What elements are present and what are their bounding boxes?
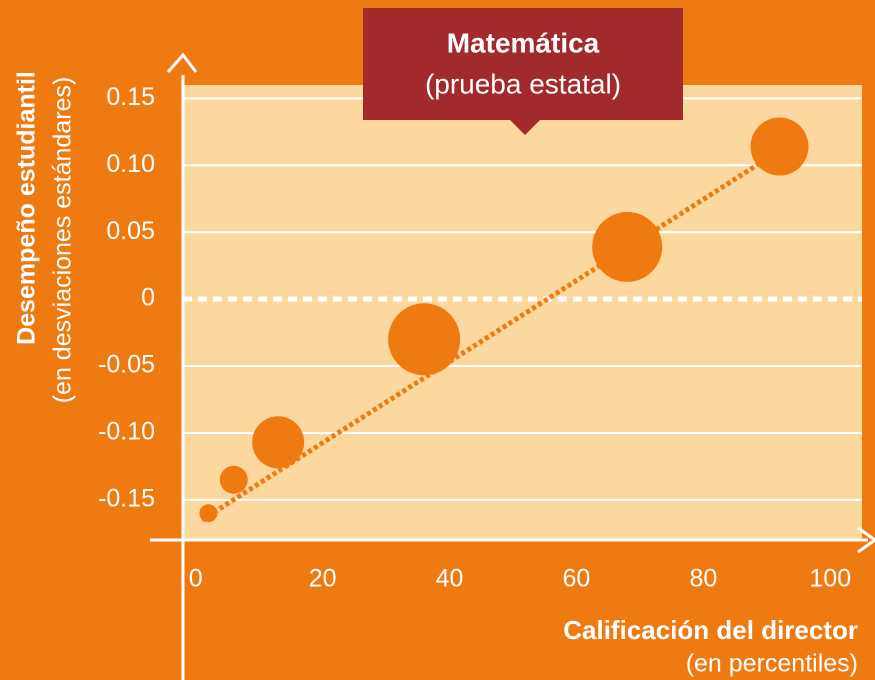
x-tick-label: 80 (689, 565, 717, 593)
x-axis-subtitle: (en percentiles) (686, 650, 858, 678)
y-tick-label: -0.05 (98, 351, 155, 379)
x-tick-label: 0 (189, 565, 203, 593)
trend-line (200, 140, 794, 523)
bubble (750, 117, 809, 176)
y-tick-label: -0.10 (98, 418, 155, 446)
x-tick-label: 100 (809, 565, 851, 593)
bubble (219, 465, 248, 494)
title-box (363, 8, 683, 135)
y-tick-label: 0.15 (106, 83, 155, 111)
y-tick-label: 0 (141, 284, 155, 312)
y-axis-title: Desempeño estudiantil (13, 71, 41, 345)
bubble (592, 211, 663, 282)
x-axis-title: Calificación del director (563, 615, 858, 645)
bubble (252, 416, 305, 469)
y-axis-subtitle: (en desviaciones estándares) (49, 77, 77, 404)
y-tick-label: 0.05 (106, 217, 155, 245)
chart-subtitle: (prueba estatal) (425, 68, 621, 99)
x-tick-label: 40 (436, 565, 464, 593)
y-tick-label: 0.10 (106, 150, 155, 178)
chart-title: Matemática (447, 27, 600, 58)
x-tick-label: 20 (309, 565, 337, 593)
axes (150, 52, 875, 680)
bubble (199, 504, 218, 523)
bubble (388, 303, 461, 376)
y-tick-label: -0.15 (98, 484, 155, 512)
x-tick-label: 60 (563, 565, 591, 593)
